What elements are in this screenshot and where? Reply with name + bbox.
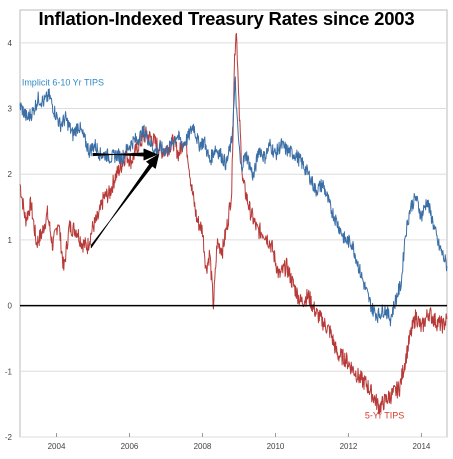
y-tick-label: 3 <box>8 105 13 114</box>
y-tick-label: -2 <box>5 433 13 442</box>
y-tick-label: 2 <box>8 170 13 179</box>
plot-background <box>19 9 448 438</box>
chart-title: Inflation-Indexed Treasury Rates since 2… <box>38 8 415 29</box>
series-label-5-yr-tips: 5-Yr TIPS <box>365 411 404 421</box>
annotation-arrow <box>92 148 158 161</box>
x-tick-label: 2004 <box>48 442 66 451</box>
x-tick-label: 2008 <box>194 442 212 451</box>
x-tick-label: 2014 <box>413 442 431 451</box>
y-tick-label: 4 <box>8 39 13 48</box>
y-tick-label: 0 <box>8 302 13 311</box>
x-tick-label: 2012 <box>340 442 358 451</box>
series-label-implicit-6-10-yr-tips: Implicit 6-10 Yr TIPS <box>22 78 104 88</box>
series-line-implicit-6-10-yr-tips <box>19 76 448 327</box>
y-tick-label: 1 <box>8 236 13 245</box>
annotation-arrow <box>90 154 160 249</box>
x-tick-label: 2010 <box>267 442 285 451</box>
y-tick-label: -1 <box>5 367 13 376</box>
x-tick-label: 2006 <box>121 442 139 451</box>
